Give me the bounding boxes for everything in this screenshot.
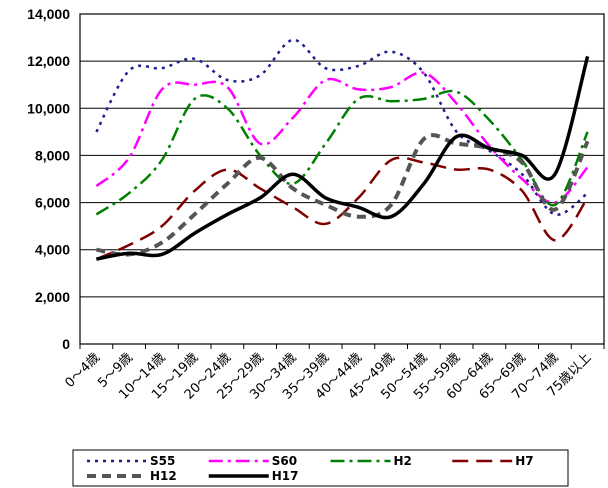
legend-label-h2: H2 bbox=[394, 454, 412, 468]
legend-box bbox=[72, 449, 569, 487]
plot-area bbox=[80, 14, 604, 344]
y-tick-label: 0 bbox=[62, 336, 70, 352]
x-tick-label: 0～4歳 bbox=[63, 350, 104, 391]
y-tick-label: 6,000 bbox=[35, 195, 70, 211]
y-tick-label: 8,000 bbox=[35, 147, 70, 163]
series-line-h2 bbox=[95, 89, 589, 216]
legend-label-h17: H17 bbox=[272, 469, 299, 483]
legend-label-s60: S60 bbox=[272, 454, 297, 468]
series-line-s60 bbox=[95, 71, 589, 204]
series-line-h12 bbox=[96, 133, 590, 257]
y-tick-label: 2,000 bbox=[35, 289, 70, 305]
y-tick-label: 4,000 bbox=[35, 242, 70, 258]
legend-label-h12: H12 bbox=[150, 469, 177, 483]
legend-label-h7: H7 bbox=[515, 454, 533, 468]
y-tick-label: 10,000 bbox=[27, 100, 70, 116]
series-line-h17 bbox=[96, 55, 590, 261]
series-line-s55 bbox=[95, 38, 589, 216]
y-tick-label: 14,000 bbox=[27, 6, 70, 22]
legend-label-s55: S55 bbox=[150, 454, 175, 468]
y-tick-label: 12,000 bbox=[27, 53, 70, 69]
